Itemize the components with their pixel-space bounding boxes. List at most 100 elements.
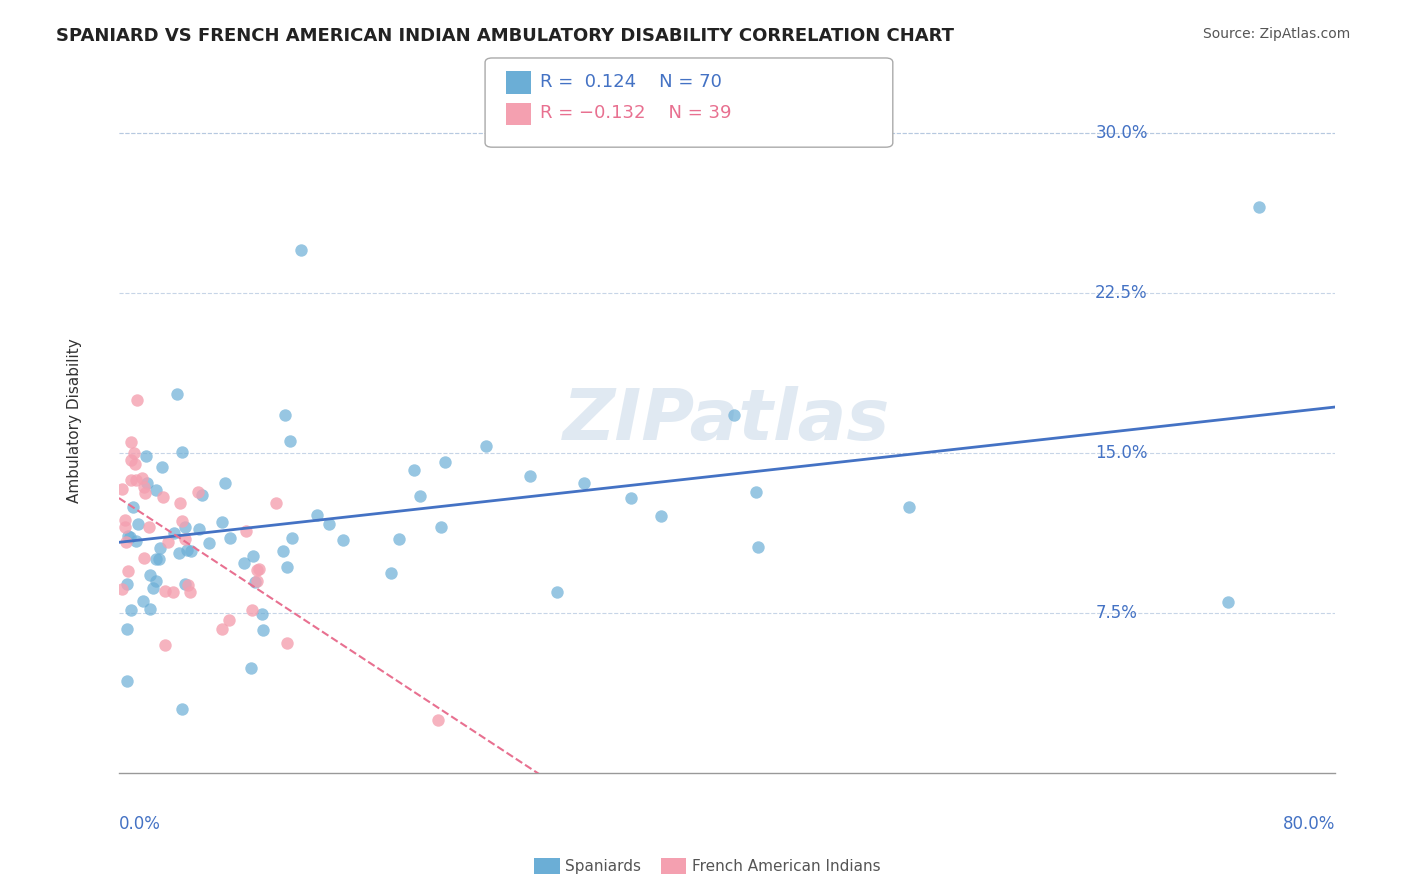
Point — [132, 551, 155, 566]
Point — [114, 513, 136, 527]
Text: R = −0.132    N = 39: R = −0.132 N = 39 — [540, 104, 731, 122]
Point — [176, 542, 198, 557]
Point — [519, 469, 541, 483]
Point — [135, 449, 157, 463]
Point — [278, 434, 301, 448]
Point — [388, 533, 411, 547]
Point — [252, 623, 274, 637]
Point — [115, 576, 138, 591]
Point — [276, 636, 298, 650]
Point — [117, 564, 139, 578]
Point — [219, 532, 242, 546]
Point — [152, 491, 174, 505]
Point — [404, 463, 426, 477]
Point — [242, 549, 264, 563]
Point — [127, 517, 149, 532]
Point — [619, 491, 641, 505]
Point — [145, 574, 167, 589]
Text: French American Indians: French American Indians — [692, 859, 880, 873]
Point — [191, 488, 214, 502]
Point — [246, 563, 269, 577]
Point — [409, 489, 432, 503]
Point — [232, 556, 254, 570]
Point — [138, 520, 160, 534]
Point — [197, 536, 219, 550]
Text: Source: ZipAtlas.com: Source: ZipAtlas.com — [1202, 27, 1350, 41]
Point — [148, 541, 170, 555]
Point — [211, 515, 233, 529]
Point — [173, 532, 195, 546]
Point — [332, 533, 354, 547]
Point — [153, 583, 176, 598]
Point — [117, 674, 139, 689]
Point — [433, 455, 456, 469]
Point — [264, 495, 287, 509]
Point — [125, 533, 148, 548]
Text: 30.0%: 30.0% — [1095, 124, 1147, 142]
Point — [180, 544, 202, 558]
Point — [745, 485, 768, 500]
Point — [170, 702, 193, 716]
Point — [276, 559, 298, 574]
Point — [427, 713, 450, 727]
Point — [162, 526, 184, 541]
Point — [120, 603, 142, 617]
Point — [145, 552, 167, 566]
Point — [139, 602, 162, 616]
Text: 0.0%: 0.0% — [120, 815, 160, 833]
Point — [305, 508, 328, 522]
Point — [167, 546, 190, 560]
Point — [1218, 595, 1240, 609]
Point — [162, 585, 184, 599]
Point — [134, 480, 156, 494]
Point — [115, 623, 138, 637]
Point — [211, 622, 233, 636]
Point — [214, 475, 236, 490]
Point — [546, 585, 568, 599]
Point — [170, 445, 193, 459]
Point — [747, 540, 769, 554]
Point — [111, 482, 134, 496]
Point — [153, 638, 176, 652]
Point — [650, 508, 672, 523]
Point — [235, 524, 257, 538]
Point — [274, 409, 297, 423]
Point — [152, 459, 174, 474]
Point — [572, 476, 595, 491]
Point — [474, 439, 496, 453]
Point — [179, 585, 201, 599]
Point — [898, 500, 921, 514]
Point — [177, 578, 200, 592]
Point — [174, 577, 197, 591]
Point — [240, 603, 263, 617]
Point — [243, 574, 266, 589]
Text: R =  0.124    N = 70: R = 0.124 N = 70 — [540, 73, 721, 91]
Point — [239, 661, 262, 675]
Point — [170, 514, 193, 528]
Point — [125, 473, 148, 487]
Point — [131, 470, 153, 484]
Point — [218, 613, 240, 627]
Point — [134, 485, 156, 500]
Text: Ambulatory Disability: Ambulatory Disability — [67, 338, 83, 503]
Point — [188, 522, 211, 536]
Text: 22.5%: 22.5% — [1095, 284, 1147, 301]
Point — [122, 500, 145, 514]
Point — [380, 566, 402, 580]
Point — [115, 535, 138, 549]
Point — [429, 520, 451, 534]
Point — [124, 457, 146, 471]
Point — [121, 453, 143, 467]
Text: 15.0%: 15.0% — [1095, 444, 1147, 462]
Point — [271, 543, 294, 558]
Point — [187, 484, 209, 499]
Point — [139, 568, 162, 582]
Point — [131, 594, 153, 608]
Point — [118, 530, 141, 544]
Point — [169, 496, 191, 510]
Point — [114, 520, 136, 534]
Point — [318, 516, 340, 531]
Point — [135, 475, 157, 490]
Point — [142, 581, 165, 595]
Text: Spaniards: Spaniards — [565, 859, 641, 873]
